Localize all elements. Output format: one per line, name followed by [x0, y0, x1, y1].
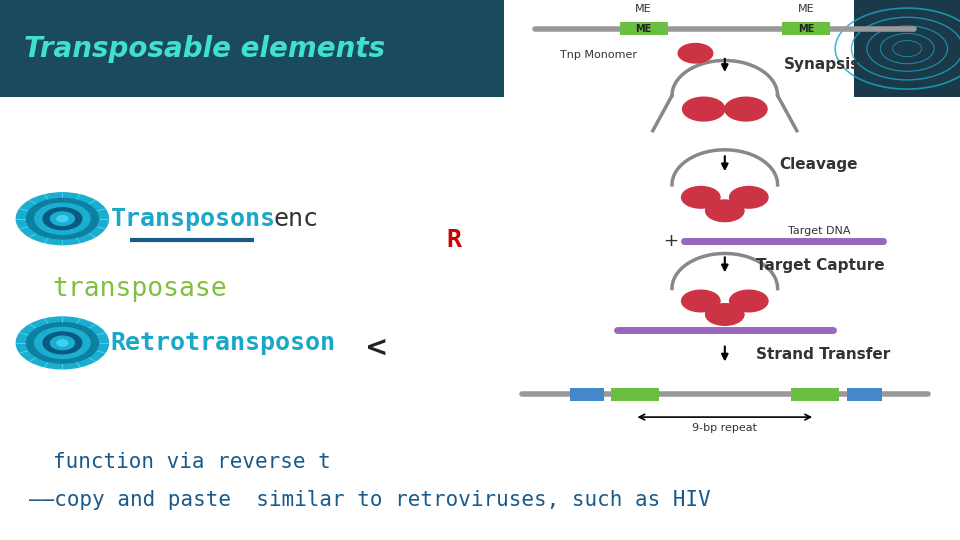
Text: Transposons: Transposons: [110, 207, 276, 231]
Text: 9-bp repeat: 9-bp repeat: [692, 423, 757, 433]
Circle shape: [678, 44, 712, 63]
Circle shape: [27, 323, 98, 363]
FancyBboxPatch shape: [570, 388, 605, 401]
Circle shape: [683, 97, 725, 121]
FancyBboxPatch shape: [611, 388, 659, 401]
Circle shape: [16, 317, 108, 369]
Circle shape: [51, 212, 74, 225]
Circle shape: [682, 186, 720, 208]
Circle shape: [35, 203, 90, 234]
Circle shape: [43, 332, 82, 354]
Text: +: +: [663, 233, 678, 251]
FancyBboxPatch shape: [848, 388, 882, 401]
Circle shape: [682, 290, 720, 312]
Text: ——copy and paste  similar to retroviruses, such as HIV: ——copy and paste similar to retroviruses…: [29, 489, 710, 510]
Text: ME: ME: [798, 24, 814, 34]
Circle shape: [16, 193, 108, 245]
Text: R: R: [446, 228, 462, 252]
Text: ME: ME: [636, 24, 652, 34]
Text: transposase: transposase: [53, 276, 228, 302]
Text: Strand Transfer: Strand Transfer: [756, 347, 891, 362]
Circle shape: [706, 200, 744, 221]
Circle shape: [706, 303, 744, 325]
FancyBboxPatch shape: [782, 23, 830, 36]
Text: Transposable elements: Transposable elements: [24, 35, 385, 63]
Circle shape: [51, 336, 74, 349]
Circle shape: [57, 215, 68, 222]
Circle shape: [57, 340, 68, 346]
Text: enc: enc: [274, 207, 319, 231]
Text: function via reverse t: function via reverse t: [53, 451, 330, 472]
FancyBboxPatch shape: [0, 0, 504, 97]
Circle shape: [27, 199, 98, 239]
Text: Target Capture: Target Capture: [756, 258, 885, 273]
Text: <: <: [365, 334, 388, 362]
Text: ME: ME: [636, 4, 652, 14]
Text: Target DNA: Target DNA: [788, 226, 851, 236]
Text: Tnp Monomer: Tnp Monomer: [560, 50, 637, 60]
Circle shape: [730, 186, 768, 208]
FancyBboxPatch shape: [619, 23, 667, 36]
FancyBboxPatch shape: [854, 0, 960, 97]
Text: ME: ME: [798, 4, 814, 14]
FancyBboxPatch shape: [0, 97, 960, 540]
Text: Synapsis: Synapsis: [783, 57, 860, 71]
Circle shape: [35, 327, 90, 359]
Text: Cleavage: Cleavage: [779, 157, 857, 172]
Circle shape: [725, 97, 767, 121]
Circle shape: [43, 208, 82, 230]
Circle shape: [730, 290, 768, 312]
Text: Retrotransposon: Retrotransposon: [110, 331, 335, 355]
FancyBboxPatch shape: [791, 388, 839, 401]
